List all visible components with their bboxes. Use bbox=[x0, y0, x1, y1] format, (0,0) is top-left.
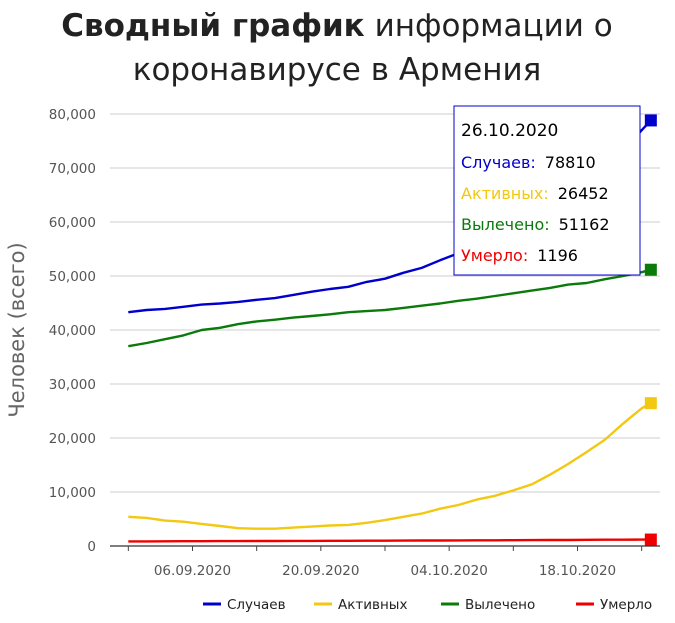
tooltip: 26.10.2020 Случаев: 78810 Активных: 26452 Выл… bbox=[453, 105, 641, 276]
series-end-marker[interactable] bbox=[644, 533, 657, 546]
series-end-marker[interactable] bbox=[644, 397, 657, 410]
tooltip-row: Активных: 26452 bbox=[461, 184, 609, 203]
tooltip-row-label: Случаев: bbox=[461, 153, 536, 172]
x-tick-label: 18.10.2020 bbox=[539, 563, 616, 579]
tooltip-row: Вылечено: 51162 bbox=[461, 215, 610, 234]
chart-title-line1: Сводный график информации о bbox=[61, 8, 613, 44]
legend-label[interactable]: Активных bbox=[338, 597, 407, 613]
series-end-marker[interactable] bbox=[644, 263, 657, 276]
chart-title-rest: информации о bbox=[375, 8, 613, 44]
y-tick-label: 30,000 bbox=[49, 377, 96, 393]
series-end-marker[interactable] bbox=[644, 114, 657, 127]
x-axis: 06.09.2020 20.09.2020 04.10.2020 18.10.2020 bbox=[127, 546, 643, 579]
legend-label[interactable]: Случаев bbox=[227, 597, 286, 613]
x-tick-label: 06.09.2020 bbox=[154, 563, 231, 579]
y-tick-label: 0 bbox=[87, 539, 96, 555]
y-tick-label: 20,000 bbox=[49, 431, 96, 447]
y-tick-label: 80,000 bbox=[49, 107, 96, 123]
tooltip-row: Случаев: 78810 bbox=[461, 153, 596, 172]
tooltip-row-value: 51162 bbox=[559, 215, 610, 234]
y-axis-label: Человек (всего) bbox=[5, 242, 29, 417]
series-line[interactable] bbox=[128, 538, 651, 543]
tooltip-row-label: Умерло: bbox=[461, 246, 528, 265]
y-tick-label: 60,000 bbox=[49, 215, 96, 231]
chart-title-line2: коронавирусе в Армения bbox=[133, 52, 542, 88]
series-line[interactable] bbox=[128, 402, 652, 530]
series-line[interactable] bbox=[128, 268, 652, 348]
tooltip-row-value: 1196 bbox=[537, 246, 578, 265]
y-tick-label: 70,000 bbox=[49, 161, 96, 177]
y-tick-label: 40,000 bbox=[49, 323, 96, 339]
x-tick-label: 20.09.2020 bbox=[282, 563, 359, 579]
y-tick-label: 50,000 bbox=[49, 269, 96, 285]
tooltip-row-label: Активных: bbox=[461, 184, 549, 203]
legend: Случаев Активных Вылечено Умерло bbox=[203, 597, 652, 613]
tooltip-row-label: Вылечено: bbox=[461, 215, 550, 234]
y-axis: 0 10,000 20,000 30,000 40,000 50,000 60,000 70,… bbox=[49, 107, 96, 555]
x-tick-label: 04.10.2020 bbox=[411, 563, 488, 579]
legend-label[interactable]: Умерло bbox=[600, 597, 652, 613]
tooltip-row-value: 78810 bbox=[545, 153, 596, 172]
chart-title-bold: Сводный график bbox=[61, 8, 365, 44]
y-tick-label: 10,000 bbox=[49, 485, 96, 501]
tooltip-row-value: 26452 bbox=[558, 184, 609, 203]
series bbox=[128, 114, 657, 546]
tooltip-date: 26.10.2020 bbox=[461, 121, 558, 141]
tooltip-box bbox=[453, 105, 641, 276]
tooltip-row: Умерло: 1196 bbox=[461, 246, 578, 265]
legend-label[interactable]: Вылечено bbox=[465, 597, 535, 613]
